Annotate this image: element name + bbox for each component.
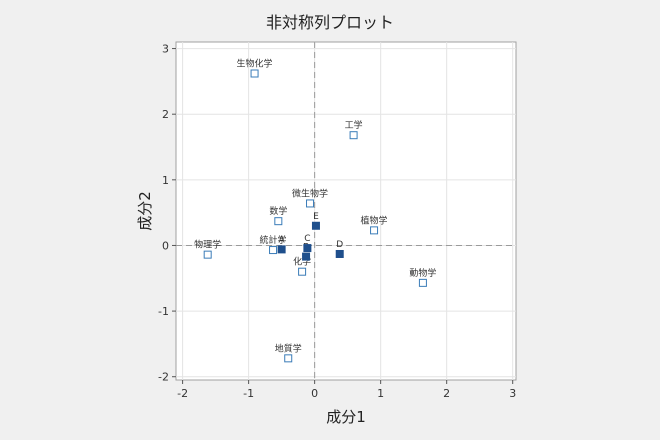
plot-area <box>175 41 517 381</box>
x-tick-label: 2 <box>443 387 450 400</box>
data-point-label: 統計学 <box>260 234 287 246</box>
x-tick-label: 0 <box>311 387 318 400</box>
data-point-open <box>298 267 307 276</box>
data-point-label: 動物学 <box>409 267 436 279</box>
data-point-filled <box>303 244 312 253</box>
chart-title: 非対称列プロット <box>266 13 394 32</box>
data-point-open <box>306 199 315 208</box>
data-point-open <box>250 69 259 78</box>
x-tick-label: -2 <box>177 387 188 400</box>
data-point-open <box>418 278 427 287</box>
x-axis-label: 成分1 <box>326 408 366 426</box>
y-tick-label: 3 <box>162 43 169 56</box>
data-point-open <box>274 217 283 226</box>
y-axis-label: 成分2 <box>136 191 154 231</box>
data-point-label: 地質学 <box>275 342 302 354</box>
y-tick-label: 0 <box>162 239 169 252</box>
data-point-label: 工学 <box>345 119 363 131</box>
data-point-open <box>203 250 212 259</box>
data-point-label: E <box>313 212 319 222</box>
data-point-open <box>370 226 379 235</box>
x-tick-label: 1 <box>377 387 384 400</box>
data-point-filled <box>302 252 311 261</box>
data-point-label: 物理学 <box>194 239 221 251</box>
data-point-filled <box>277 245 286 254</box>
data-point-label: 生物化学 <box>237 58 273 70</box>
x-tick-label: -1 <box>243 387 254 400</box>
y-tick-label: 1 <box>162 174 169 187</box>
data-point-open <box>349 131 358 140</box>
data-point-label: D <box>336 240 343 250</box>
data-point-label: 微生物学 <box>292 187 328 199</box>
data-point-open <box>284 354 293 363</box>
y-tick-label: -2 <box>158 371 169 384</box>
data-point-label: A <box>279 235 286 245</box>
data-point-filled <box>335 249 344 258</box>
data-point-label: C <box>304 234 310 244</box>
data-point-filled <box>311 221 320 230</box>
y-tick-label: 2 <box>162 108 169 121</box>
data-point-open <box>269 246 278 255</box>
x-tick-label: 3 <box>509 387 516 400</box>
y-tick-label: -1 <box>158 305 169 318</box>
data-point-label: 数学 <box>269 205 287 217</box>
data-point-label: 植物学 <box>361 214 388 226</box>
